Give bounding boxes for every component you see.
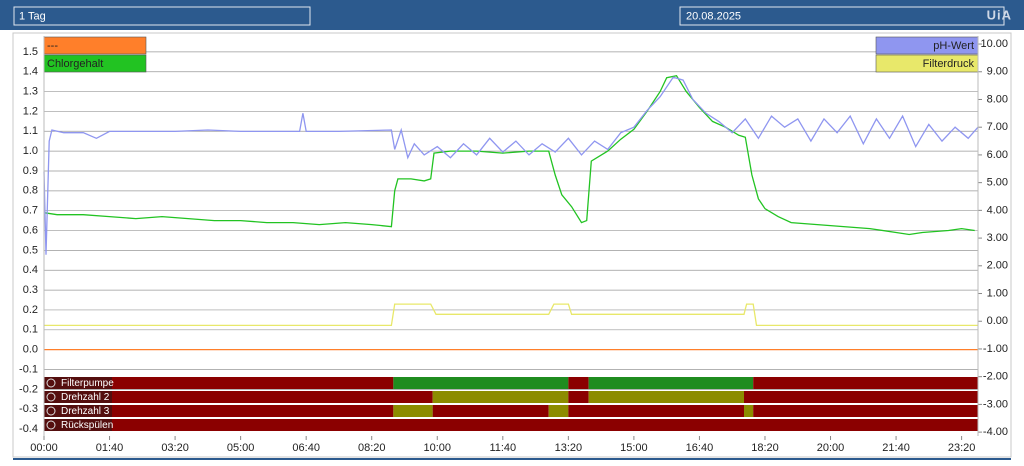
status-segment [568,391,589,403]
chart-frame [12,32,1012,458]
y-tick-label: -0.2 [19,383,38,395]
x-tick-label: 18:20 [751,442,779,454]
status-label: Drehzahl 2 [61,392,110,403]
status-label-box [44,377,112,389]
y2-tick-label: 3.00 [987,232,1008,244]
link-icon [46,392,56,402]
x-tick-label: 01:40 [96,442,124,454]
y2-tick-label: 6.00 [987,149,1008,161]
y2-tick-label: -2.00 [983,371,1008,383]
x-tick-label: 00:00 [30,442,58,454]
y-tick-label: 0.4 [23,264,38,276]
range-text: 1 Tag [19,10,46,22]
status-label: Rückspülen [61,420,113,431]
y2-tick-label: 0.00 [987,315,1008,327]
x-tick-label: 03:20 [161,442,189,454]
y-tick-label: 0.7 [23,205,38,217]
y-tick-label: -0.3 [19,403,38,415]
y-tick-label: 0.3 [23,284,38,296]
status-segment [432,391,569,403]
status-segment [393,377,569,389]
legend-label: pH-Wert [933,40,974,52]
legend-label: Chlorgehalt [47,58,103,70]
link-icon [46,420,56,430]
y-tick-label: 0.0 [23,344,38,356]
link-icon [46,378,56,388]
x-tick-label: 11:40 [489,442,516,454]
status-segment [44,391,433,403]
y-tick-label: 0.6 [23,224,38,236]
y2-tick-label: -4.00 [983,426,1008,438]
status-segment [44,377,394,389]
y-tick-label: 1.0 [23,145,38,157]
x-tick-label: 13:20 [555,442,583,454]
status-segment [393,405,433,417]
y-tick-label: -0.4 [19,423,38,435]
y2-tick-label: 9.00 [987,66,1008,78]
y-tick-label: 0.1 [23,324,38,336]
status-segment [744,391,978,403]
x-tick-label: 20:00 [817,442,845,454]
status-segment [432,405,549,417]
y-tick-label: 0.5 [23,244,38,256]
y-tick-label: 1.1 [23,125,38,137]
y-tick-label: 0.9 [23,165,38,177]
legend-label: --- [47,40,58,52]
legend-label: Filterdruck [923,58,975,70]
y-tick-label: 1.4 [23,66,38,78]
x-tick-label: 10:00 [423,442,451,454]
x-tick-label: 06:40 [292,442,320,454]
y2-tick-label: 1.00 [987,287,1008,299]
y2-tick-label: 2.00 [987,260,1008,272]
y-tick-label: -0.1 [19,363,38,375]
status-segment [753,377,978,389]
y2-tick-label: 8.00 [987,93,1008,105]
status-segment [744,405,754,417]
status-segment [588,377,754,389]
y-tick-label: 1.3 [23,85,38,97]
link-icon [46,406,56,416]
range-box[interactable] [13,6,311,26]
y2-tick-label: 4.00 [987,204,1008,216]
status-segment [588,391,745,403]
y-tick-label: 0.8 [23,185,38,197]
date-box[interactable] [679,6,1005,26]
legend-box[interactable] [43,36,147,55]
date-text: 20.08.2025 [686,10,741,22]
x-tick-label: 05:00 [227,442,255,454]
status-segment [548,405,569,417]
status-segment [44,419,978,431]
status-segment [568,405,745,417]
status-segment [753,405,978,417]
status-label: Drehzahl 3 [61,406,110,417]
series-line [44,303,978,327]
y2-tick-label: 10.00 [980,38,1008,50]
x-tick-label: 16:40 [686,442,714,454]
status-label-box [44,391,112,403]
y2-tick-label: -3.00 [983,398,1008,410]
status-label-box [44,405,112,417]
status-label-box [44,419,112,431]
logo: UiA [987,7,1012,22]
x-tick-label: 15:00 [620,442,648,454]
series-line [43,74,975,236]
x-tick-label: 23:20 [948,442,976,454]
x-tick-label: 21:40 [882,442,910,454]
y-tick-label: 0.2 [23,304,38,316]
status-segment [568,377,589,389]
status-segment [44,405,394,417]
y-tick-label: 1.2 [23,105,38,117]
x-tick-label: 08:20 [358,442,386,454]
y2-tick-label: 5.00 [987,177,1008,189]
series-line [43,76,979,255]
y2-tick-label: -1.00 [983,343,1008,355]
status-label: Filterpumpe [61,378,114,389]
y-tick-label: 1.5 [23,46,38,58]
y2-tick-label: 7.00 [987,121,1008,133]
